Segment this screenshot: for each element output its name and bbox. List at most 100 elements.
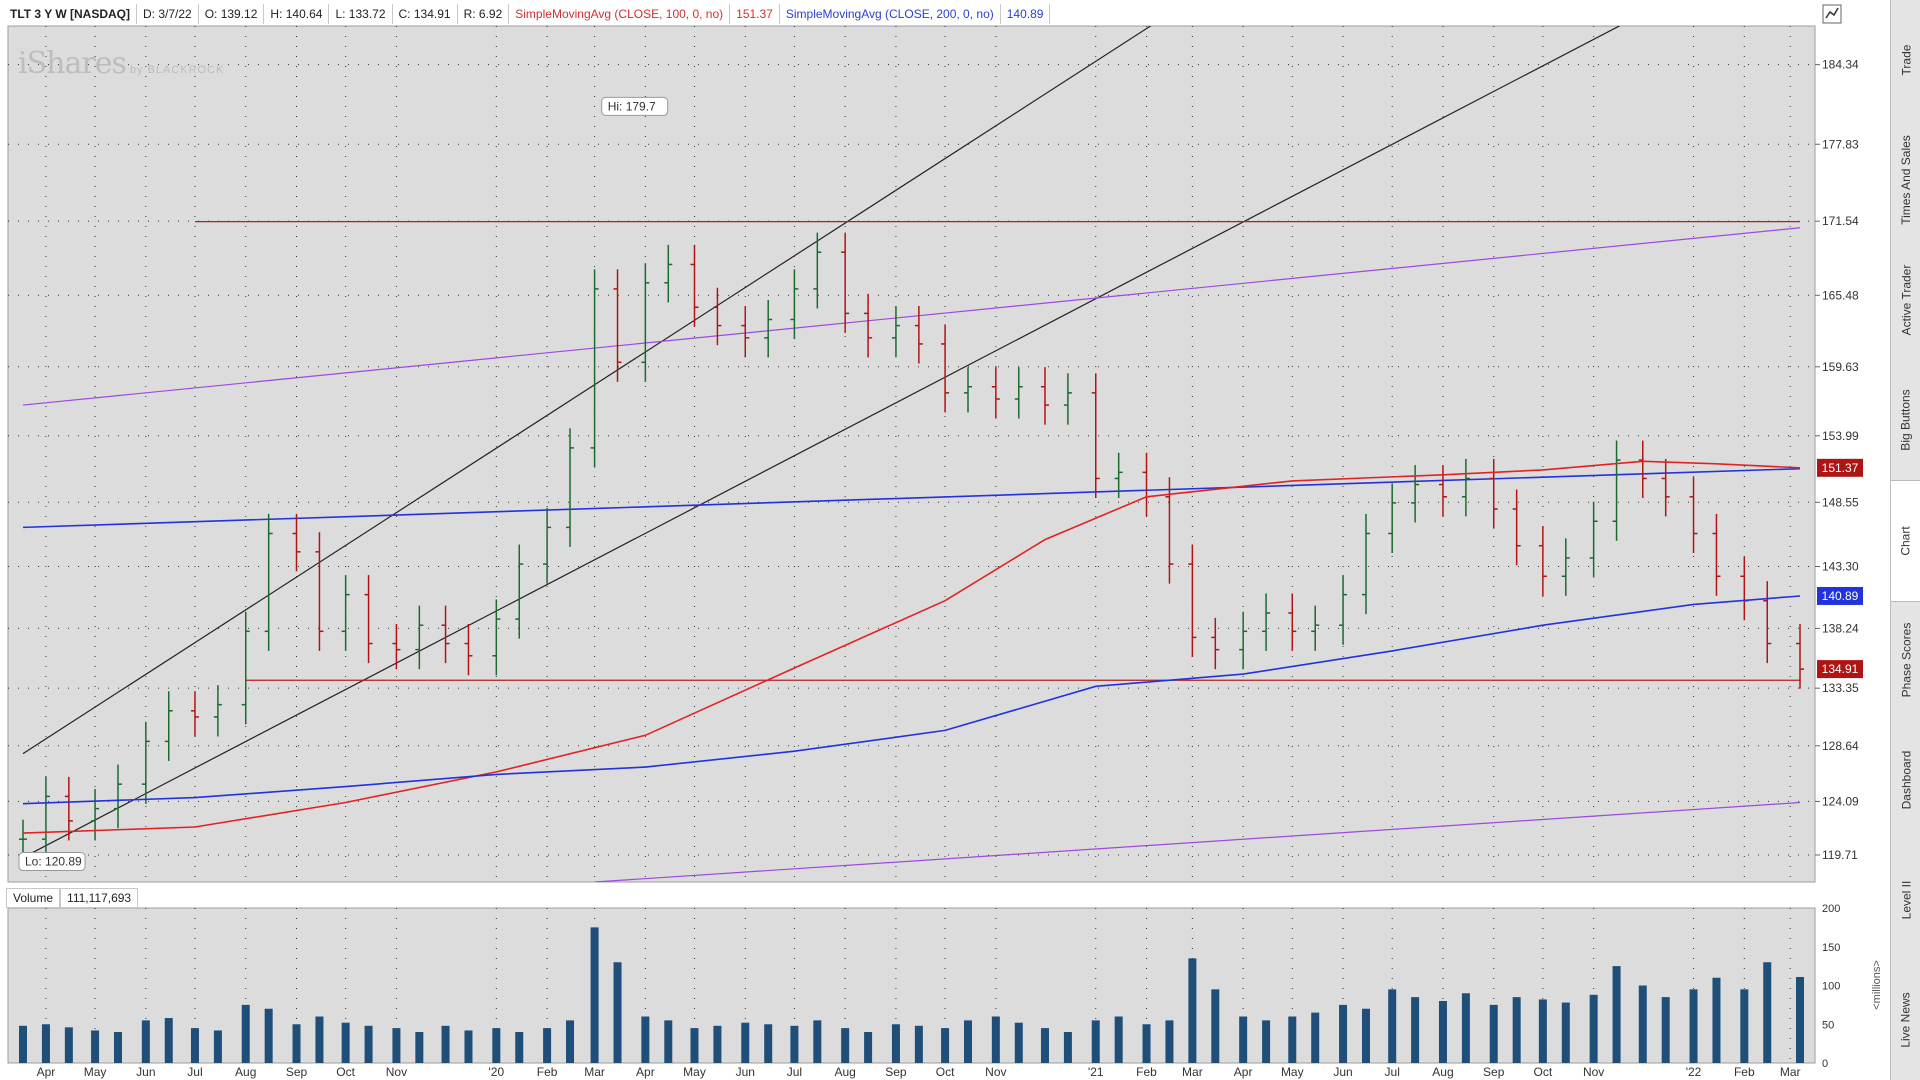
- sma200-label[interactable]: SimpleMovingAvg (CLOSE, 200, 0, no): [780, 4, 1001, 24]
- volume-bar: [1661, 997, 1670, 1063]
- volume-bar: [1461, 993, 1470, 1063]
- ohlc-bar: [1438, 465, 1447, 517]
- ohlc-bar: [1538, 526, 1547, 596]
- x-tick-label: Jun: [136, 1065, 155, 1079]
- ohlc-bar: [1188, 544, 1197, 657]
- drawing-parallel-upper: [22, 227, 1801, 406]
- sma100-label[interactable]: SimpleMovingAvg (CLOSE, 100, 0, no): [509, 4, 731, 24]
- volume-bar: [364, 1025, 373, 1063]
- volume-bar: [1589, 994, 1598, 1063]
- volume-bar: [41, 1024, 50, 1063]
- x-tick-label: Jul: [787, 1065, 802, 1079]
- ohlc-bar: [1339, 575, 1348, 645]
- price-panel[interactable]: [7, 25, 1816, 883]
- price-badges: 151.37 140.89 134.91: [1817, 458, 1863, 679]
- sma100-value: 151.37: [730, 4, 780, 24]
- x-tick-label: Jul: [1385, 1065, 1400, 1079]
- volume-label: Volume: [6, 888, 61, 908]
- volume-bar: [292, 1024, 301, 1063]
- y-tick-label: 165.48: [1822, 288, 1859, 302]
- volume-bar: [1211, 989, 1220, 1063]
- ohlc-bar: [690, 244, 699, 327]
- sidebar-tab-live-news[interactable]: Live News: [1891, 960, 1920, 1080]
- price-badge-bg: [1817, 660, 1863, 679]
- ohlc-bar: [213, 685, 222, 737]
- moving-averages: [22, 460, 1801, 834]
- time-axis[interactable]: Apr May Jun Jul Aug Sep Oct Nov '20 Feb Mar Apr May J…: [37, 1065, 1801, 1079]
- ohlc-bar: [813, 232, 822, 309]
- price-badge-sma200: 140.89: [1817, 586, 1863, 605]
- price-badge-text: 151.37: [1822, 461, 1859, 475]
- sidebar-tab-big-buttons[interactable]: Big Buttons: [1891, 360, 1920, 480]
- ohlc-bar: [1512, 489, 1521, 566]
- sidebar-tab-label: Big Buttons: [1899, 389, 1913, 451]
- sidebar-tab-chart[interactable]: Chart: [1891, 480, 1920, 602]
- volume-bar: [164, 1018, 173, 1063]
- volume-bar: [790, 1025, 799, 1063]
- volume-bar: [392, 1028, 401, 1063]
- ohlc-bar: [941, 324, 950, 413]
- sidebar-tab-level-ii[interactable]: Level II: [1891, 840, 1920, 960]
- ohlc-bar: [590, 269, 599, 468]
- volume-bar: [341, 1022, 350, 1063]
- low-readout: L: 133.72: [329, 4, 393, 24]
- ohlc-bar: [341, 575, 350, 651]
- volume-bar: [315, 1016, 324, 1063]
- volume-bar: [141, 1020, 150, 1063]
- x-tick-label: Mar: [584, 1065, 605, 1079]
- price-badge-text: 140.89: [1822, 589, 1859, 603]
- ohlc-bar: [1561, 538, 1570, 596]
- volume-bar: [492, 1028, 501, 1063]
- volume-bar: [415, 1032, 424, 1063]
- volume-bar: [964, 1020, 973, 1063]
- ohlc-bar: [790, 269, 799, 340]
- symbol-label[interactable]: TLT 3 Y W [NASDAQ]: [4, 4, 137, 24]
- volume-bar: [1612, 966, 1621, 1063]
- sidebar-tab-phase-scores[interactable]: Phase Scores: [1891, 600, 1920, 720]
- ohlc-bar: [1239, 611, 1248, 670]
- sidebar-tab-trade[interactable]: Trade: [1891, 0, 1920, 120]
- x-tick-label: '22: [1686, 1065, 1702, 1079]
- sidebar-tab-dashboard[interactable]: Dashboard: [1891, 720, 1920, 840]
- right-sidebar: Trade Times And Sales Active Trader Big But…: [1890, 0, 1920, 1080]
- ohlc-bar: [91, 789, 100, 841]
- low-annotation: Lo: 120.89: [18, 852, 86, 872]
- price-axis[interactable]: 119.71 124.09 128.64 133.35 138.24 143.30 148.…: [1815, 58, 1859, 862]
- volume-bar: [1740, 989, 1749, 1063]
- sidebar-tab-label: Times And Sales: [1899, 135, 1914, 225]
- y-tick-label: 159.63: [1822, 360, 1859, 374]
- ohlc-bar: [241, 611, 250, 725]
- volume-bar: [1712, 977, 1721, 1063]
- annotation-text: Lo: 120.89: [25, 855, 82, 869]
- sidebar-tab-active-trader[interactable]: Active Trader: [1891, 240, 1920, 360]
- ohlc-bar: [964, 367, 973, 413]
- x-tick-label: May: [84, 1065, 107, 1079]
- volume-bar: [113, 1032, 122, 1063]
- ohlc-bar: [841, 232, 850, 333]
- volume-bar: [264, 1008, 273, 1063]
- volume-tick-label: 100: [1822, 981, 1840, 993]
- ohlc-bar: [1040, 367, 1049, 425]
- drawing-median-line: [22, 467, 1801, 529]
- volume-bar: [864, 1032, 873, 1063]
- x-tick-label: '21: [1088, 1065, 1104, 1079]
- volume-bars: [19, 927, 1804, 1063]
- ohlc-bar: [515, 544, 524, 639]
- volume-bar: [1361, 1008, 1370, 1063]
- x-tick-label: Apr: [1234, 1065, 1253, 1079]
- volume-bar: [1512, 997, 1521, 1063]
- volume-axis: 0 50 100 150 200 <millions>: [1822, 903, 1883, 1070]
- chart-settings-icon[interactable]: [1822, 4, 1842, 24]
- volume-tick-label: 50: [1822, 1019, 1834, 1031]
- volume-bar: [1063, 1032, 1072, 1063]
- x-tick-label: May: [683, 1065, 706, 1079]
- y-tick-label: 153.99: [1822, 429, 1859, 443]
- sidebar-tab-times-and-sales[interactable]: Times And Sales: [1891, 120, 1920, 240]
- y-tick-label: 184.34: [1822, 58, 1859, 72]
- ohlc-bar: [713, 287, 722, 346]
- annotation-box: [601, 96, 669, 116]
- volume-bar: [841, 1028, 850, 1063]
- ohlc-bar: [1638, 440, 1647, 499]
- x-tick-label: Apr: [636, 1065, 655, 1079]
